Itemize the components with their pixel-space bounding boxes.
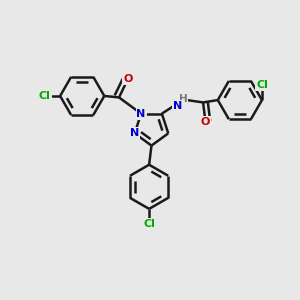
Text: O: O bbox=[123, 74, 133, 84]
Text: O: O bbox=[201, 117, 210, 127]
Text: Cl: Cl bbox=[39, 91, 51, 101]
Text: N: N bbox=[130, 128, 139, 138]
Text: Cl: Cl bbox=[256, 80, 268, 90]
Text: H: H bbox=[179, 94, 188, 104]
Text: N: N bbox=[136, 109, 146, 118]
Text: N: N bbox=[173, 101, 182, 111]
Text: Cl: Cl bbox=[143, 219, 155, 229]
